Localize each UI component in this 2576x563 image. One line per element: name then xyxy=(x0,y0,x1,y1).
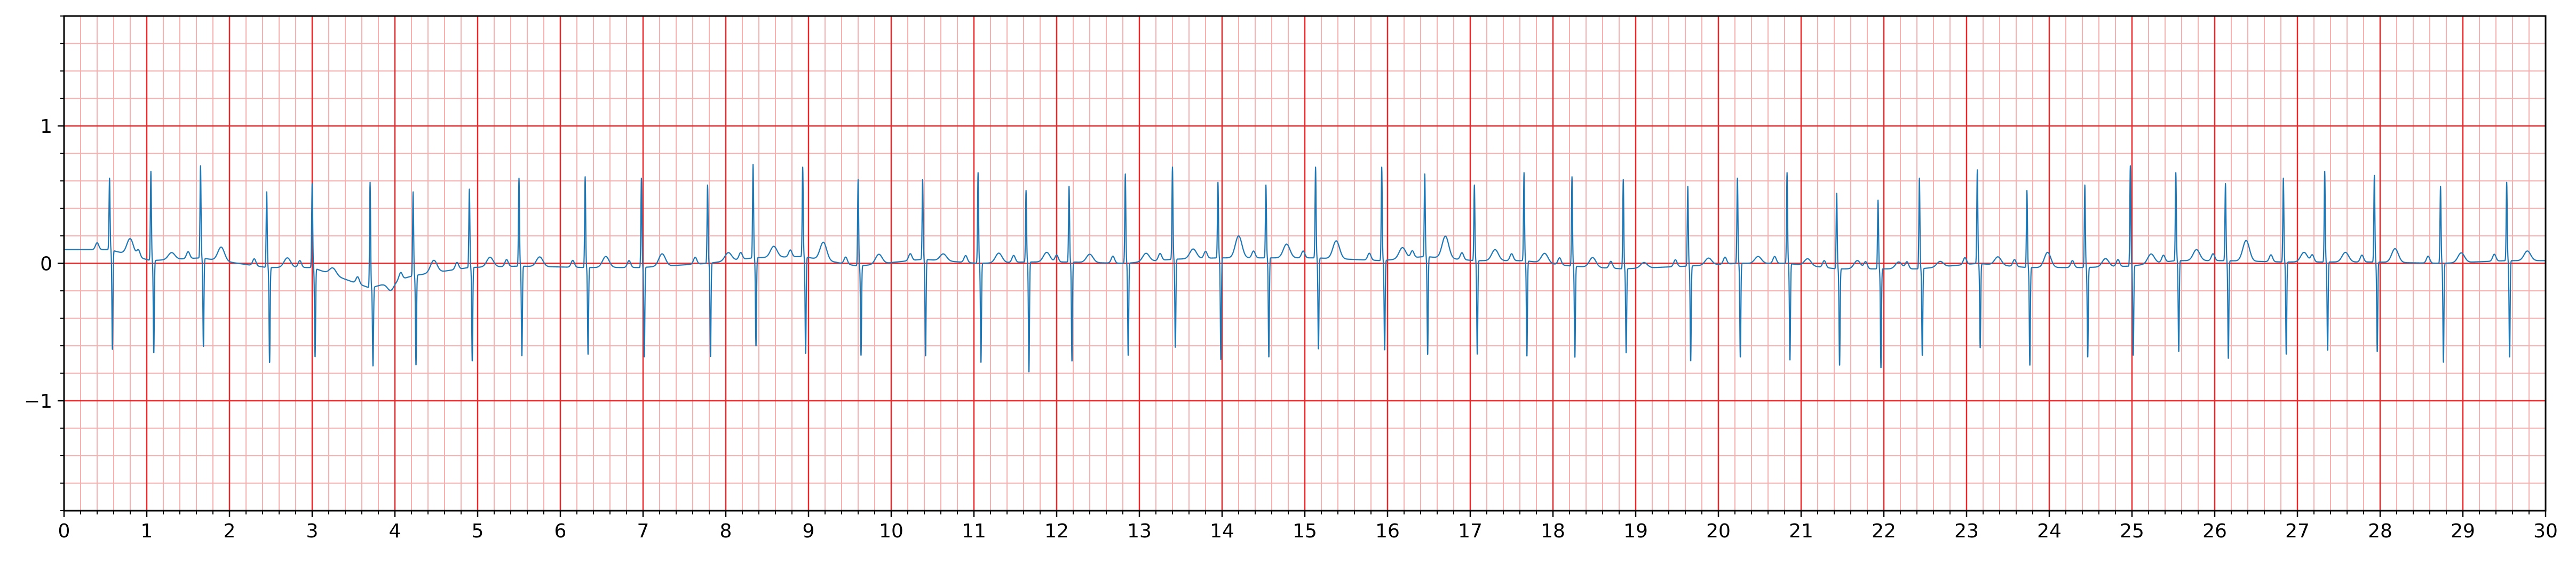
x-tick-label: 9 xyxy=(803,520,815,542)
x-tick-label: 10 xyxy=(879,520,903,542)
x-tick-label: 25 xyxy=(2120,520,2144,542)
x-tick-label: 7 xyxy=(637,520,649,542)
ecg-series-line xyxy=(64,164,2546,372)
x-tick-label: 28 xyxy=(2368,520,2392,542)
y-tick-label: 0 xyxy=(40,253,52,275)
x-tick-label: 27 xyxy=(2285,520,2310,542)
x-tick-label: 23 xyxy=(1954,520,1979,542)
x-axis-ticks xyxy=(63,511,2547,517)
x-tick-label: 20 xyxy=(1706,520,1731,542)
x-tick-label: 0 xyxy=(58,520,70,542)
y-axis-ticks xyxy=(58,15,64,511)
x-tick-label: 3 xyxy=(306,520,319,542)
x-tick-label: 13 xyxy=(1127,520,1152,542)
series-layer xyxy=(64,164,2546,372)
x-tick-label: 17 xyxy=(1458,520,1483,542)
x-tick-label: 14 xyxy=(1210,520,1234,542)
y-tick-label: 1 xyxy=(40,116,52,138)
x-tick-label: 15 xyxy=(1293,520,1317,542)
x-tick-label: 21 xyxy=(1789,520,1813,542)
x-tick-label: 4 xyxy=(389,520,401,542)
x-tick-label: 12 xyxy=(1044,520,1069,542)
x-tick-label: 11 xyxy=(962,520,986,542)
x-tick-label: 2 xyxy=(224,520,236,542)
x-tick-label: 18 xyxy=(1541,520,1565,542)
x-axis-tick-labels: 0 1 2 3 4 5 6 7 8 9 10 11 12 13 14 15 16 17 18 19 20 21 22 23 24… xyxy=(58,520,2558,542)
x-tick-label: 22 xyxy=(1872,520,1896,542)
x-tick-label: 30 xyxy=(2533,520,2558,542)
x-tick-label: 29 xyxy=(2451,520,2475,542)
y-axis-tick-labels: −1 0 1 xyxy=(24,116,52,413)
x-tick-label: 8 xyxy=(720,520,732,542)
y-tick-label: −1 xyxy=(24,391,52,413)
x-tick-label: 6 xyxy=(554,520,567,542)
major-grid xyxy=(64,16,2546,511)
x-tick-label: 24 xyxy=(2037,520,2062,542)
x-tick-label: 19 xyxy=(1623,520,1648,542)
x-tick-label: 16 xyxy=(1375,520,1400,542)
x-tick-label: 5 xyxy=(472,520,484,542)
x-tick-label: 26 xyxy=(2202,520,2227,542)
x-tick-label: 1 xyxy=(141,520,153,542)
